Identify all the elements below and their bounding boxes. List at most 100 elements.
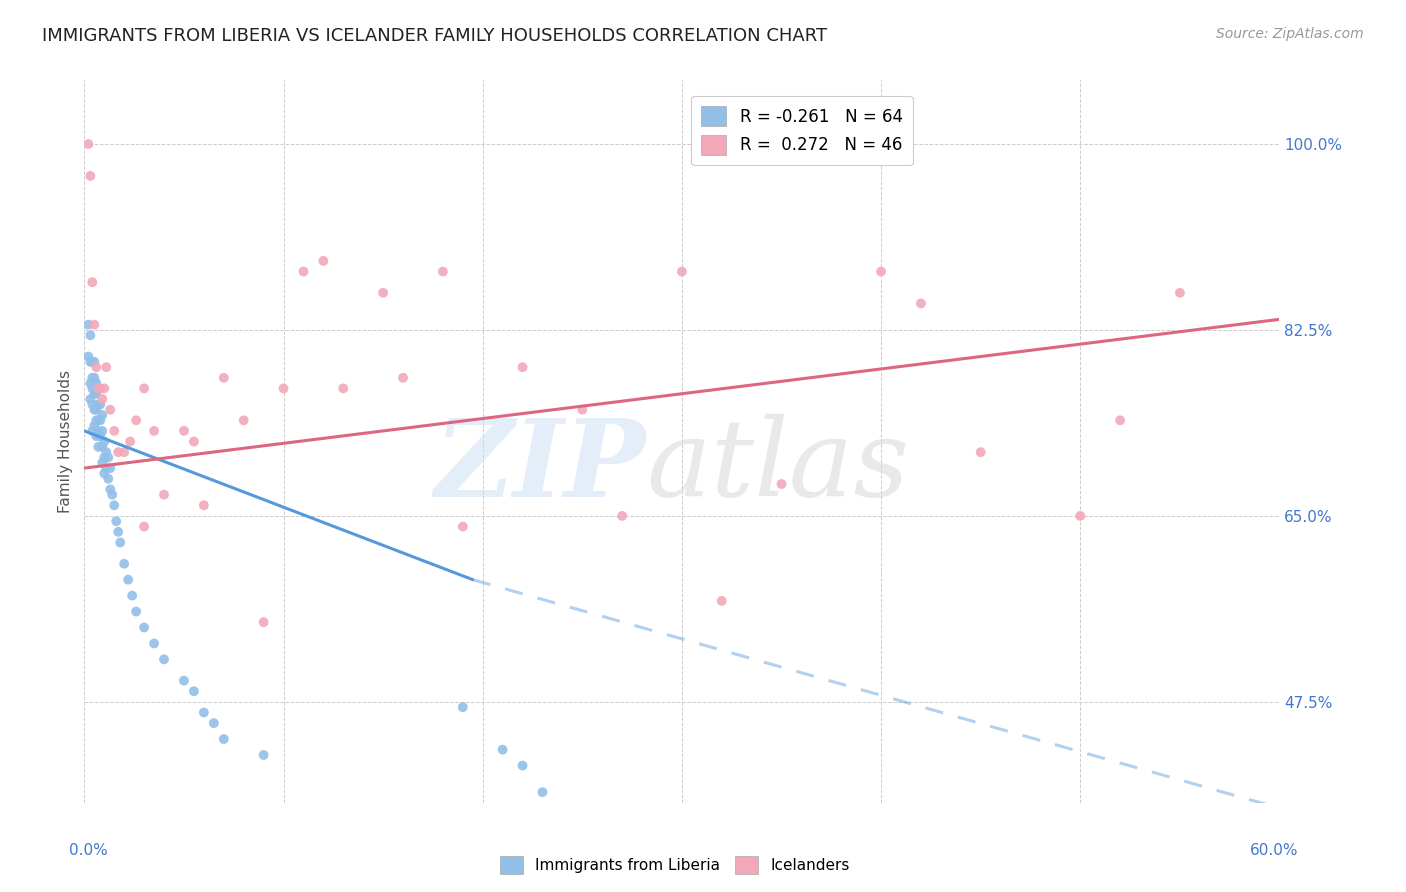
- Point: [93, 434, 115, 449]
- Point: [612, 508, 634, 523]
- Point: [101, 488, 124, 502]
- Point: [910, 296, 932, 310]
- Point: [202, 716, 225, 731]
- Point: [253, 747, 276, 762]
- Text: 0.0%: 0.0%: [69, 843, 108, 858]
- Point: [87, 381, 110, 395]
- Point: [512, 360, 534, 375]
- Point: [671, 264, 693, 278]
- Point: [183, 684, 205, 698]
- Point: [82, 355, 104, 369]
- Point: [79, 355, 101, 369]
- Point: [212, 371, 235, 385]
- Point: [107, 445, 129, 459]
- Point: [96, 461, 118, 475]
- Point: [93, 450, 115, 465]
- Point: [451, 700, 474, 714]
- Point: [193, 498, 215, 512]
- Point: [1168, 285, 1191, 300]
- Point: [512, 758, 534, 772]
- Point: [87, 397, 110, 411]
- Point: [392, 371, 415, 385]
- Point: [82, 381, 104, 395]
- Point: [373, 285, 395, 300]
- Point: [86, 429, 108, 443]
- Point: [93, 381, 115, 395]
- Point: [143, 636, 166, 650]
- Point: [83, 402, 105, 417]
- Point: [1109, 413, 1132, 427]
- Point: [970, 445, 993, 459]
- Point: [96, 445, 118, 459]
- Point: [91, 456, 114, 470]
- Point: [173, 673, 195, 688]
- Point: [83, 418, 105, 433]
- Point: [82, 424, 104, 438]
- Point: [82, 371, 104, 385]
- Point: [1069, 508, 1091, 523]
- Point: [91, 440, 114, 454]
- Point: [89, 381, 111, 395]
- Point: [89, 413, 111, 427]
- Point: [432, 264, 454, 278]
- Point: [492, 742, 515, 756]
- Point: [112, 557, 135, 571]
- Point: [91, 408, 114, 422]
- Point: [82, 397, 104, 411]
- Point: [103, 498, 125, 512]
- Point: [105, 514, 128, 528]
- Point: [86, 402, 108, 417]
- Point: [132, 519, 156, 533]
- Point: [332, 381, 354, 395]
- Point: [112, 445, 135, 459]
- Point: [82, 275, 104, 289]
- Point: [121, 589, 143, 603]
- Point: [77, 318, 100, 332]
- Point: [153, 652, 176, 666]
- Point: [89, 429, 111, 443]
- Point: [93, 467, 115, 481]
- Point: [91, 392, 114, 406]
- Point: [120, 434, 142, 449]
- Point: [132, 381, 156, 395]
- Point: [107, 524, 129, 539]
- Point: [143, 424, 166, 438]
- Point: [79, 392, 101, 406]
- Point: [571, 402, 593, 417]
- Point: [173, 424, 195, 438]
- Y-axis label: Family Households: Family Households: [58, 370, 73, 513]
- Point: [770, 477, 793, 491]
- Text: Source: ZipAtlas.com: Source: ZipAtlas.com: [1216, 27, 1364, 41]
- Point: [125, 413, 148, 427]
- Point: [153, 488, 176, 502]
- Point: [451, 519, 474, 533]
- Point: [183, 434, 205, 449]
- Point: [870, 264, 893, 278]
- Point: [103, 424, 125, 438]
- Point: [83, 318, 105, 332]
- Point: [98, 461, 121, 475]
- Legend: R = -0.261   N = 64, R =  0.272   N = 46: R = -0.261 N = 64, R = 0.272 N = 46: [692, 95, 912, 165]
- Point: [79, 328, 101, 343]
- Point: [292, 264, 315, 278]
- Point: [91, 424, 114, 438]
- Point: [77, 136, 100, 151]
- Point: [117, 573, 139, 587]
- Point: [87, 381, 110, 395]
- Point: [79, 169, 101, 183]
- Point: [531, 785, 554, 799]
- Point: [89, 397, 111, 411]
- Point: [253, 615, 276, 630]
- Point: [79, 376, 101, 390]
- Point: [193, 706, 215, 720]
- Point: [86, 386, 108, 401]
- Point: [87, 440, 110, 454]
- Point: [110, 535, 132, 549]
- Point: [98, 483, 121, 497]
- Point: [83, 371, 105, 385]
- Text: 60.0%: 60.0%: [1250, 843, 1298, 858]
- Point: [97, 472, 120, 486]
- Text: IMMIGRANTS FROM LIBERIA VS ICELANDER FAMILY HOUSEHOLDS CORRELATION CHART: IMMIGRANTS FROM LIBERIA VS ICELANDER FAM…: [42, 27, 827, 45]
- Point: [77, 350, 100, 364]
- Point: [232, 413, 254, 427]
